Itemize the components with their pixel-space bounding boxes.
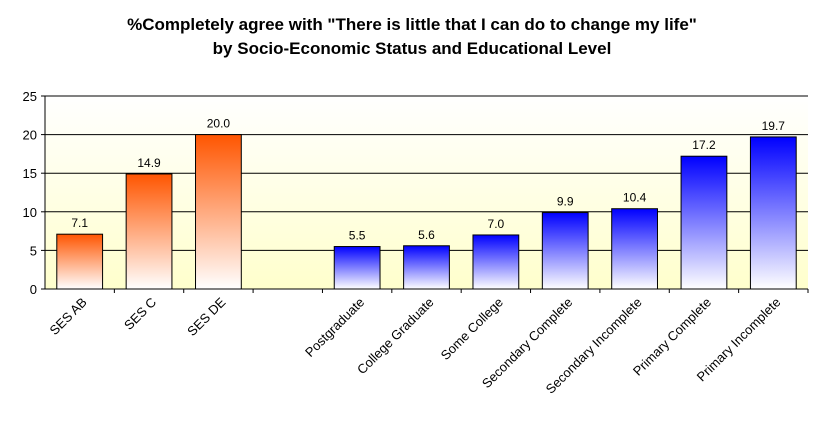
chart-title-line1: %Completely agree with "There is little … xyxy=(127,15,697,34)
data-label: 7.1 xyxy=(71,216,88,230)
bar-primary-complete xyxy=(680,155,728,290)
bar-ses-de xyxy=(195,134,242,290)
data-label: 5.6 xyxy=(418,228,435,242)
chart-title-line2: by Socio-Economic Status and Educational… xyxy=(213,39,612,58)
bar-primary-incomplete xyxy=(749,136,797,290)
y-tick-label: 25 xyxy=(23,89,37,104)
y-tick-label: 5 xyxy=(30,243,37,258)
bar-some-college xyxy=(472,234,520,290)
bar-college-graduate xyxy=(403,245,450,290)
y-tick-label: 10 xyxy=(23,205,37,220)
category-label: College Graduate xyxy=(354,295,437,378)
bar-postgraduate xyxy=(333,246,381,290)
bar-secondary-complete xyxy=(541,212,589,290)
y-tick-label: 20 xyxy=(23,128,37,143)
bar-ses-c xyxy=(125,173,173,290)
y-tick-label: 15 xyxy=(23,166,37,181)
category-label: SES DE xyxy=(184,294,229,339)
y-tick-label: 0 xyxy=(30,282,37,297)
data-label: 10.4 xyxy=(623,191,647,205)
data-label: 17.2 xyxy=(692,138,716,152)
category-label: Postgraduate xyxy=(302,295,367,360)
data-label: 20.0 xyxy=(207,117,231,131)
data-label: 19.7 xyxy=(762,119,786,133)
bar-secondary-incomplete xyxy=(611,208,658,290)
data-label: 9.9 xyxy=(557,195,574,209)
data-label: 7.0 xyxy=(488,217,505,231)
category-label: SES C xyxy=(121,295,159,333)
data-labels: 7.1 14.9 20.0 5.5 5.6 7.0 9.9 10.4 17.2 19.7 xyxy=(71,117,785,243)
y-axis-ticks: 0 5 10 15 20 25 xyxy=(23,89,45,297)
data-label: 14.9 xyxy=(137,156,161,170)
data-label: 5.5 xyxy=(349,229,366,243)
bar-ses-ab xyxy=(56,233,104,290)
category-label: Some College xyxy=(438,295,506,363)
bars xyxy=(56,134,797,290)
category-label: SES AB xyxy=(46,295,89,338)
